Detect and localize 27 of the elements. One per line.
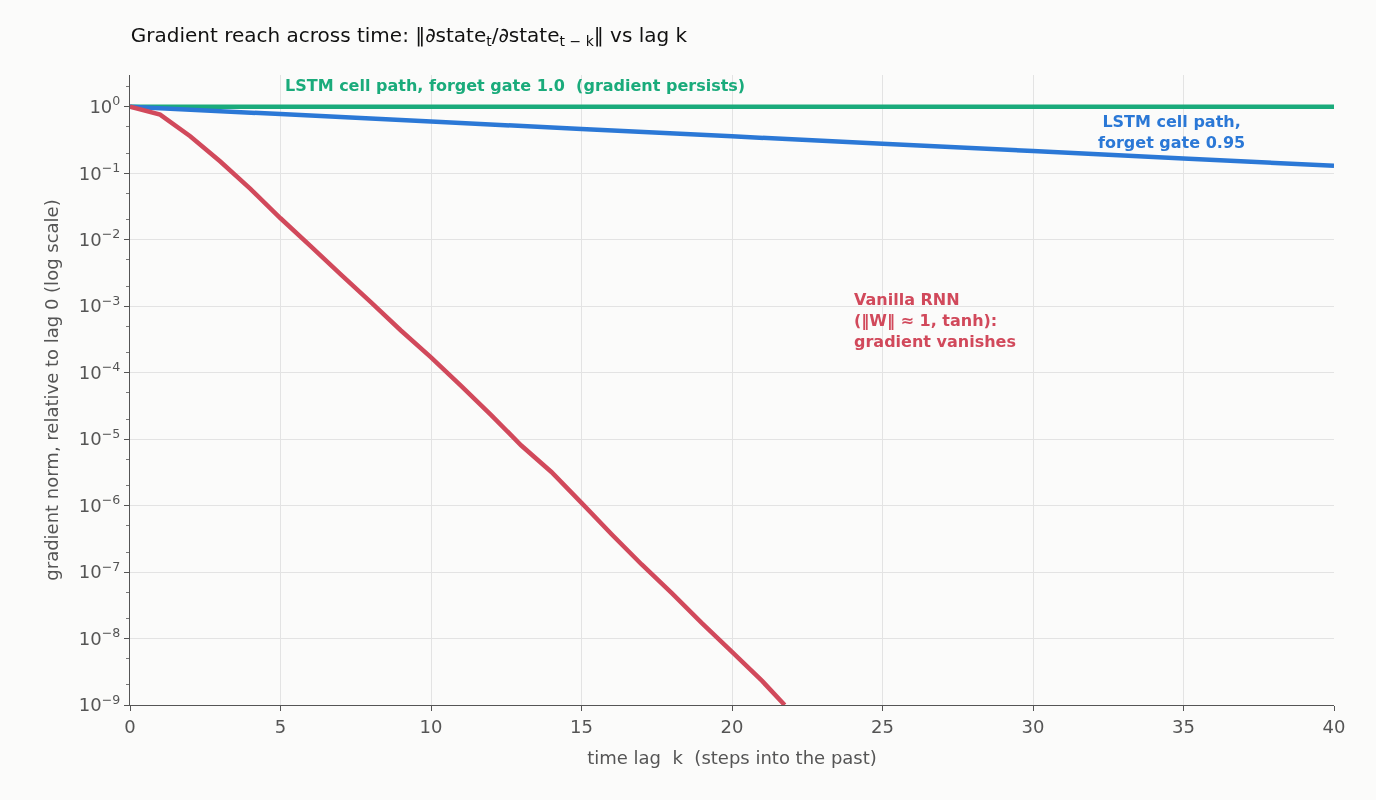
x-tick-label: 25 xyxy=(871,715,894,737)
x-axis-title: time lag k (steps into the past) xyxy=(587,746,877,768)
y-tick-label: 10$^{−7}$ xyxy=(78,558,121,583)
y-tick-label: 10$^{−6}$ xyxy=(78,492,121,516)
text: Vanilla RNN (‖W‖ ≈ 1, tanh): gradient vanishes xyxy=(854,290,1016,351)
x-tick-label: 5 xyxy=(274,715,287,737)
y-tick-label: 10$^{−9}$ xyxy=(78,691,121,716)
line-series xyxy=(130,104,787,705)
x-tick-label: 40 xyxy=(1322,715,1346,737)
x-tick-label: 0 xyxy=(124,715,136,737)
series-label: LSTM cell path, forget gate 1.0 (gradient persists) xyxy=(285,76,746,95)
line-series xyxy=(130,104,1334,169)
y-tick-label: 10$^{−2}$ xyxy=(78,226,121,250)
x-tick-label: 15 xyxy=(570,715,593,737)
y-tick-label: 10$^{−5}$ xyxy=(78,425,121,450)
y-tick-label: 10$^{−8}$ xyxy=(78,625,121,649)
chart-title: Gradient reach across time: ‖∂state$_{t}$/∂state$_{t − k}$‖ vs lag k xyxy=(130,23,688,50)
x-tick-label: 20 xyxy=(720,715,744,737)
y-tick-label: 10$^{−1}$ xyxy=(78,159,121,184)
y-tick-label: 10$^{0}$ xyxy=(89,93,121,118)
x-tick-label: 35 xyxy=(1172,715,1195,737)
y-tick-label: 10$^{−3}$ xyxy=(78,292,121,317)
series-label: LSTM cell path, forget gate 0.95 xyxy=(1098,112,1246,152)
y-tick-label: 10$^{−4}$ xyxy=(78,359,121,383)
x-tick-label: 30 xyxy=(1021,715,1045,737)
x-tick-label: 10 xyxy=(419,715,443,737)
y-axis-title: gradient norm, relative to lag 0 (log scale) xyxy=(41,199,63,581)
